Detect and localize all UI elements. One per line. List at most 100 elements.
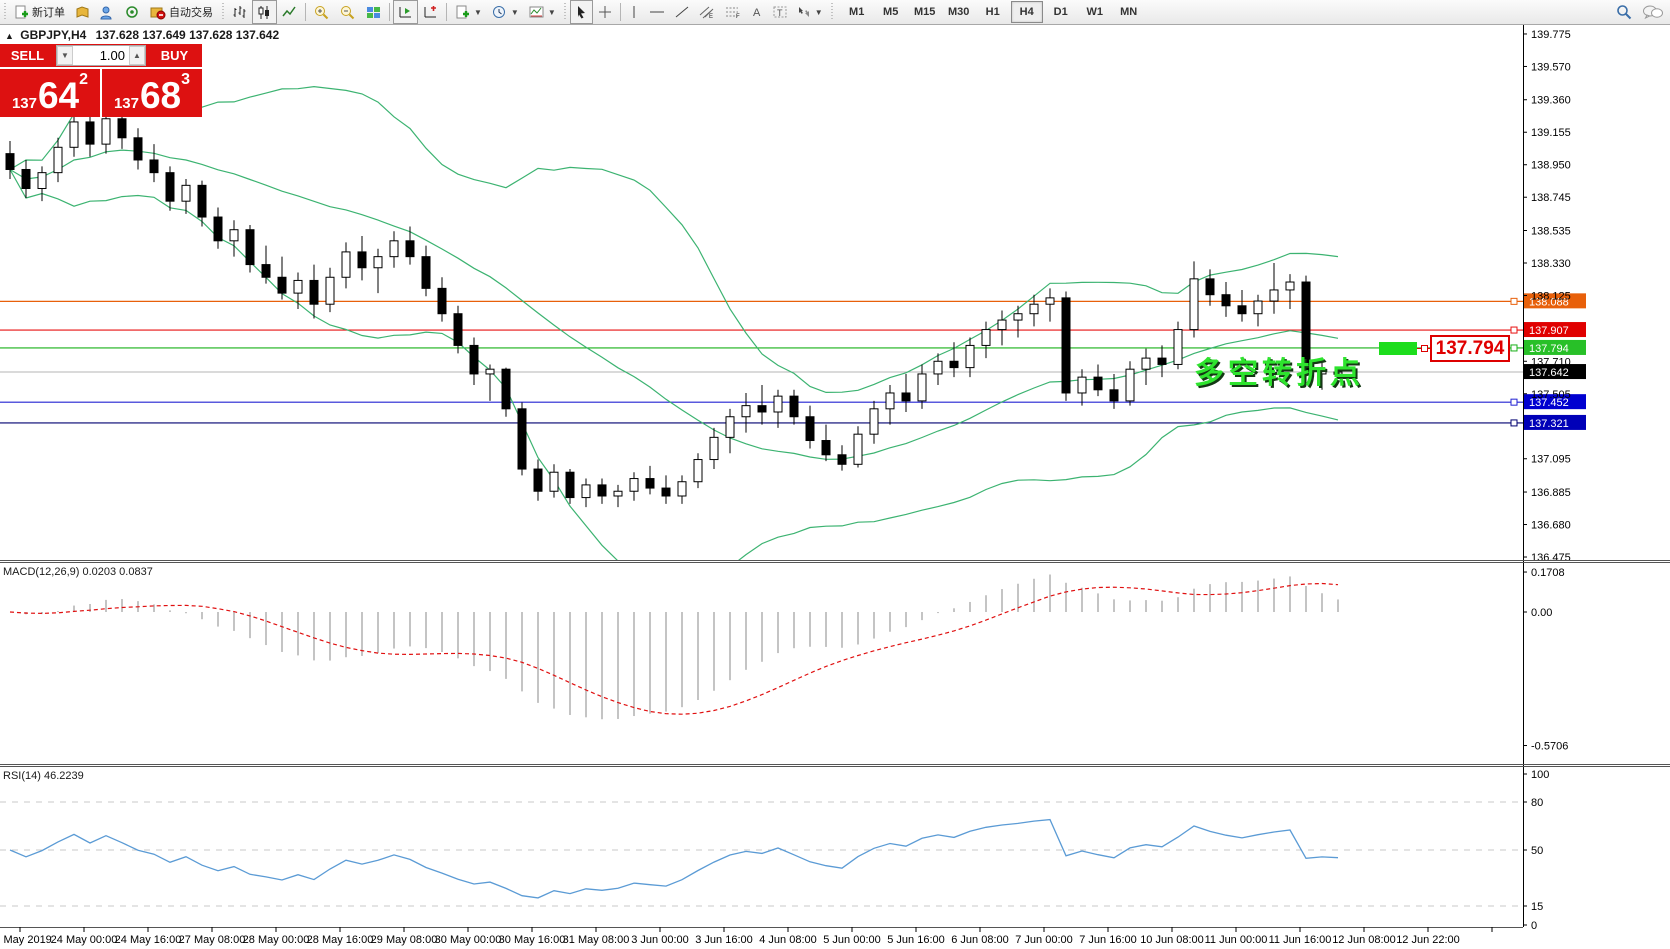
hline-anchor[interactable] <box>1510 419 1518 427</box>
new-chart-dropdown[interactable]: ▼ <box>450 0 487 24</box>
timeframe-H4[interactable]: H4 <box>1010 1 1043 23</box>
chat-icon[interactable] <box>1642 4 1664 20</box>
hline-anchor[interactable] <box>1510 326 1518 334</box>
candle-body <box>965 344 975 369</box>
sell-price-display[interactable]: 137 64 2 <box>0 69 102 117</box>
text-icon: A <box>753 7 761 19</box>
zoom-in-button[interactable] <box>309 0 335 24</box>
periods-dropdown[interactable]: ▼ <box>487 0 524 24</box>
buy-price-display[interactable]: 137 68 3 <box>102 69 202 117</box>
arrows-dropdown[interactable]: ▼ <box>792 0 828 24</box>
candle-body <box>533 468 543 492</box>
timeframe-M30[interactable]: M30 <box>947 6 970 18</box>
volume-input[interactable] <box>73 46 129 65</box>
candle-body <box>357 251 367 269</box>
price-tick-label: 139.360 <box>1531 95 1571 107</box>
bollinger-bands <box>9 85 1339 560</box>
volume-increase-button[interactable]: ▲ <box>129 46 145 65</box>
candle-body <box>373 256 383 269</box>
horizontal-line-tool[interactable] <box>644 0 670 24</box>
price-flag-label[interactable]: 137.794 <box>1430 335 1510 362</box>
sell-button[interactable]: SELL <box>0 44 55 67</box>
templates-dropdown[interactable]: ▼ <box>524 0 561 24</box>
candle-body <box>469 344 479 375</box>
vertical-line-tool[interactable] <box>624 0 644 24</box>
candle-body <box>325 276 335 305</box>
hline-anchor[interactable] <box>1510 344 1518 352</box>
rsi-pane <box>0 801 1523 907</box>
time-tick-label: 24 May 16:00 <box>115 934 182 946</box>
trendline-tool[interactable] <box>670 0 694 24</box>
toolbar-grip[interactable] <box>829 3 835 21</box>
channel-tool[interactable]: E <box>694 0 720 24</box>
buy-button[interactable]: BUY <box>147 44 202 67</box>
candle-body <box>197 184 207 218</box>
price-tick-label: 138.950 <box>1531 160 1571 172</box>
zoom-out-button[interactable] <box>335 0 361 24</box>
cursor-tool-button[interactable] <box>569 0 593 24</box>
svg-text:T: T <box>777 8 783 18</box>
toolbar-grip[interactable] <box>220 3 225 21</box>
toolbar-grip[interactable] <box>2 3 7 21</box>
volume-stepper: ▼ ▲ <box>56 45 146 66</box>
volume-decrease-button[interactable]: ▼ <box>57 46 73 65</box>
candle-body <box>933 360 943 375</box>
ohlc-readout: 137.628 137.649 137.628 137.642 <box>95 28 280 42</box>
rsi-tick-label: 50 <box>1531 845 1543 857</box>
text-label-tool[interactable]: T <box>768 0 792 24</box>
search-icon[interactable] <box>1616 4 1632 20</box>
time-tick-label: 23 May 2019 <box>0 934 52 946</box>
crosshair-tool-button[interactable] <box>593 0 617 24</box>
price-tick-label: 138.535 <box>1531 226 1571 238</box>
time-tick-label: 31 May 08:00 <box>563 934 630 946</box>
candle-body <box>581 484 591 499</box>
hline-anchor[interactable] <box>1510 297 1518 305</box>
text-tool[interactable]: A <box>746 0 768 24</box>
time-tick-label: 6 Jun 08:00 <box>951 934 1009 946</box>
time-tick-label: 27 May 08:00 <box>179 934 246 946</box>
chart-annotation-text[interactable]: 多空转折点 <box>1194 357 1364 390</box>
timeframe-MN[interactable]: MN <box>1120 6 1138 18</box>
line-chart-button[interactable] <box>277 0 302 24</box>
candle-body <box>53 146 63 174</box>
chart-shift-button[interactable] <box>418 0 443 24</box>
timeframe-D1[interactable]: D1 <box>1053 6 1068 18</box>
price-tick-label: 139.570 <box>1531 61 1571 73</box>
price-flag-anchor[interactable] <box>1421 345 1428 352</box>
time-tick-label: 7 Jun 00:00 <box>1015 934 1073 946</box>
candle-body <box>1077 376 1087 394</box>
candle-body <box>629 478 639 492</box>
tile-windows-button[interactable] <box>361 0 386 24</box>
price-tick-label: 137.710 <box>1531 356 1571 368</box>
bar-chart-button[interactable] <box>227 0 252 24</box>
autotrading-button[interactable]: 自动交易 <box>145 0 218 24</box>
timeframe-M1[interactable]: M1 <box>849 6 865 18</box>
candle-body <box>917 373 927 402</box>
price-zone-rectangle[interactable] <box>1379 342 1417 355</box>
market-watch-button[interactable] <box>95 0 120 24</box>
timeframe-H1[interactable]: H1 <box>985 6 1000 18</box>
rsi-tick-label: 100 <box>1531 769 1549 781</box>
candles <box>5 106 1343 508</box>
timeframe-W1[interactable]: W1 <box>1086 6 1103 18</box>
data-window-button[interactable] <box>120 0 145 24</box>
timeframe-M5[interactable]: M5 <box>883 6 899 18</box>
hline-price-text: 137.794 <box>1529 343 1569 355</box>
candle-body <box>405 240 415 258</box>
candle-body <box>725 416 735 438</box>
chart-profile-button[interactable] <box>70 0 95 24</box>
candle-body <box>437 287 447 315</box>
candle-body <box>997 319 1007 331</box>
toolbar-grip[interactable] <box>562 3 568 21</box>
new-order-button[interactable]: 新订单 <box>9 0 70 24</box>
timeframe-M15[interactable]: M15 <box>913 6 936 18</box>
candlestick-chart-button[interactable] <box>252 0 277 24</box>
candle-body <box>1013 313 1023 321</box>
fibonacci-tool[interactable]: F <box>720 0 746 24</box>
candle-body <box>453 313 463 346</box>
auto-scroll-button[interactable] <box>393 0 418 24</box>
candle-body <box>613 490 623 497</box>
auto-scroll-icon <box>399 6 411 17</box>
hline-anchor[interactable] <box>1510 398 1518 406</box>
